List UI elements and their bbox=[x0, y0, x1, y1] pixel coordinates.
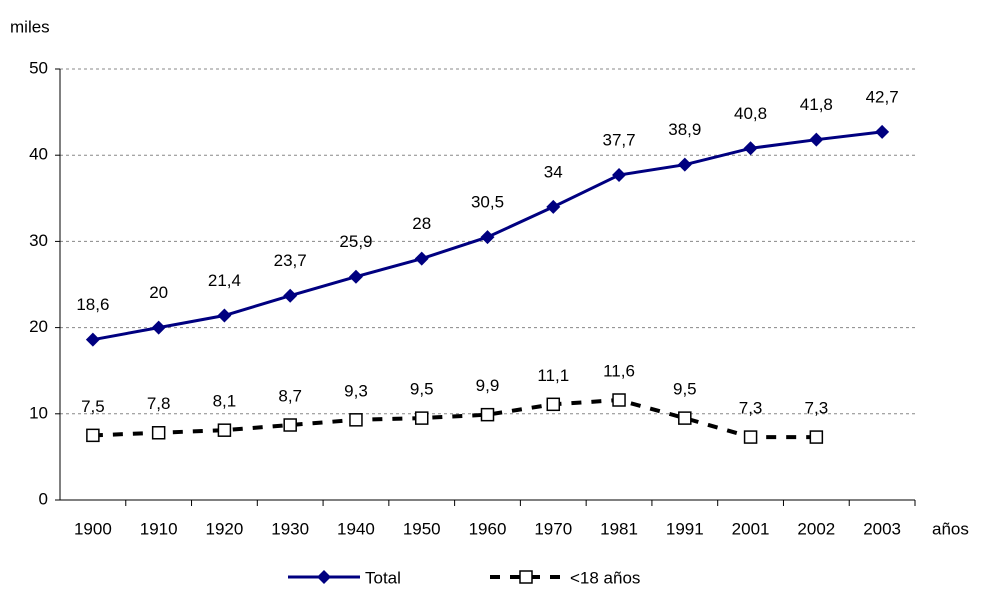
x-tick-label: 1981 bbox=[600, 519, 638, 538]
data-label: 25,9 bbox=[339, 232, 372, 251]
data-label: 34 bbox=[544, 162, 563, 181]
data-label: 7,3 bbox=[805, 399, 829, 418]
marker bbox=[317, 570, 331, 584]
data-label: 7,3 bbox=[739, 399, 763, 418]
data-label: 23,7 bbox=[274, 251, 307, 270]
y-tick-label: 30 bbox=[29, 231, 48, 250]
marker bbox=[546, 199, 561, 214]
y-tick-label: 20 bbox=[29, 317, 48, 336]
marker bbox=[349, 413, 363, 427]
data-label: 11,6 bbox=[603, 361, 635, 380]
series-line bbox=[92, 397, 817, 440]
marker bbox=[519, 570, 533, 584]
x-tick-label: 1920 bbox=[206, 519, 244, 538]
marker bbox=[743, 430, 758, 444]
x-tick-label: 2002 bbox=[797, 519, 835, 538]
x-tick-label: 1960 bbox=[469, 519, 507, 538]
data-label: 28 bbox=[412, 214, 431, 233]
marker bbox=[414, 251, 429, 266]
marker bbox=[348, 269, 363, 284]
x-tick-label: 1950 bbox=[403, 519, 441, 538]
data-label: 11,1 bbox=[537, 366, 569, 385]
legend-label: <18 años bbox=[570, 568, 640, 587]
y-tick-label: 50 bbox=[29, 58, 48, 77]
marker bbox=[678, 411, 692, 425]
x-axis-label: años bbox=[932, 519, 969, 538]
data-label: 7,5 bbox=[81, 397, 105, 416]
marker bbox=[86, 428, 100, 443]
marker bbox=[677, 157, 692, 172]
data-label: 30,5 bbox=[471, 193, 504, 212]
data-label: 8,7 bbox=[278, 386, 302, 405]
y-tick-label: 10 bbox=[29, 403, 48, 422]
marker bbox=[151, 320, 166, 335]
marker bbox=[875, 124, 890, 139]
legend-label: Total bbox=[365, 568, 401, 587]
data-label: 21,4 bbox=[208, 271, 241, 290]
marker bbox=[217, 423, 232, 437]
x-tick-label: 1940 bbox=[337, 519, 375, 538]
x-tick-label: 1930 bbox=[271, 519, 309, 538]
marker bbox=[414, 411, 429, 425]
marker bbox=[151, 426, 166, 440]
marker bbox=[612, 168, 627, 183]
data-label: 7,8 bbox=[147, 394, 171, 413]
x-tick-label: 1991 bbox=[666, 519, 704, 538]
marker bbox=[809, 132, 824, 147]
data-label: 42,7 bbox=[866, 87, 899, 106]
data-label: 41,8 bbox=[800, 95, 833, 114]
data-label: 20 bbox=[149, 283, 168, 302]
marker bbox=[217, 308, 232, 323]
data-label: 38,9 bbox=[668, 120, 701, 139]
marker bbox=[743, 141, 758, 156]
x-tick-label: 1900 bbox=[74, 519, 112, 538]
marker bbox=[85, 332, 100, 347]
marker bbox=[809, 430, 824, 444]
y-tick-label: 0 bbox=[39, 489, 48, 508]
data-label: 37,7 bbox=[602, 131, 635, 150]
marker bbox=[480, 407, 495, 422]
marker bbox=[283, 288, 298, 303]
marker bbox=[283, 418, 297, 432]
data-label: 9,5 bbox=[410, 380, 434, 399]
x-tick-label: 1910 bbox=[140, 519, 178, 538]
y-tick-label: 40 bbox=[29, 145, 48, 164]
data-label: 40,8 bbox=[734, 104, 767, 123]
marker bbox=[480, 230, 495, 245]
y-axis-label: miles bbox=[10, 17, 50, 36]
data-label: 8,1 bbox=[213, 392, 237, 411]
x-tick-label: 1970 bbox=[534, 519, 572, 538]
data-label: 18,6 bbox=[76, 295, 109, 314]
x-tick-label: 2001 bbox=[732, 519, 770, 538]
x-tick-label: 2003 bbox=[863, 519, 901, 538]
marker bbox=[612, 393, 626, 407]
marker bbox=[546, 397, 561, 412]
data-label: 9,3 bbox=[344, 381, 368, 400]
data-label: 9,9 bbox=[476, 376, 500, 395]
data-label: 9,5 bbox=[673, 380, 697, 399]
